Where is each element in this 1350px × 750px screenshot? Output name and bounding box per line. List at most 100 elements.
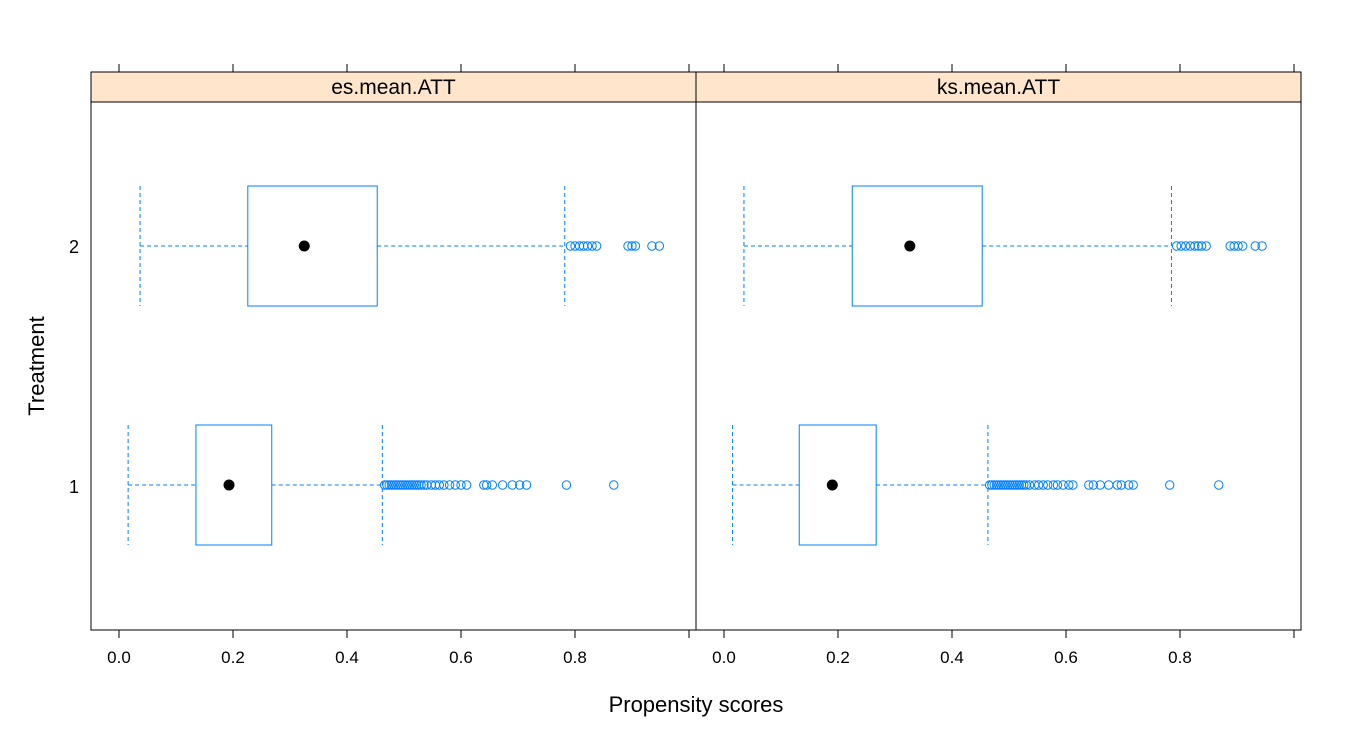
outlier-point xyxy=(389,480,399,490)
outlier-point xyxy=(1088,480,1099,490)
median-dot xyxy=(826,479,838,491)
outlier-point xyxy=(561,480,572,490)
outlier-point xyxy=(409,480,419,490)
x-tick-label: 0.8 xyxy=(563,648,587,667)
outlier-point xyxy=(1068,480,1078,490)
outlier-point xyxy=(384,480,394,490)
outlier-point xyxy=(1024,480,1035,490)
x-axis-label: Propensity scores xyxy=(609,692,784,717)
x-tick-label: 0.2 xyxy=(826,648,850,667)
outlier-point xyxy=(1181,241,1191,251)
box-category-1 xyxy=(732,424,1224,546)
x-tick-label: 0.0 xyxy=(712,648,736,667)
outlier-point xyxy=(987,480,997,490)
outlier-point xyxy=(1233,241,1243,251)
outlier-point xyxy=(434,480,445,490)
outlier-point xyxy=(1038,480,1048,490)
panel-title: es.mean.ATT xyxy=(331,76,456,99)
outlier-point xyxy=(989,480,999,490)
outlier-point xyxy=(587,241,597,251)
outlier-point xyxy=(395,480,406,490)
y-axis-tick-label-2: 2 xyxy=(69,237,79,257)
outlier-point xyxy=(386,480,397,490)
outlier-point xyxy=(994,480,1004,490)
outlier-point xyxy=(1014,480,1024,490)
outlier-point xyxy=(1116,480,1126,490)
outlier-point xyxy=(521,480,532,490)
outlier-point xyxy=(1010,480,1020,490)
box-category-2 xyxy=(139,185,665,307)
panel-frame xyxy=(90,101,697,631)
panel-2: ks.mean.ATT 0.0 0.2 0.4 0.6 0.8 xyxy=(695,64,1302,667)
outlier-point xyxy=(444,480,455,490)
outlier-point xyxy=(1019,480,1029,490)
box-iqr xyxy=(195,424,273,546)
panels-layer: es.mean.ATT 0.0 0.2 0.4 0.6 0.8 ks.mean.ATT 0.0… xyxy=(90,64,1302,667)
outlier-point xyxy=(1012,480,1022,490)
outlier-point xyxy=(984,480,995,490)
outlier-point xyxy=(1043,480,1053,490)
outlier-point xyxy=(398,480,408,490)
outlier-point xyxy=(411,480,422,490)
outlier-point xyxy=(654,241,665,251)
outlier-point xyxy=(402,480,413,490)
x-tick-label: 0.4 xyxy=(940,648,964,667)
outlier-point xyxy=(407,480,417,490)
outlier-point xyxy=(419,480,429,490)
outlier-point xyxy=(1005,480,1015,490)
outlier-point xyxy=(1007,480,1018,490)
outlier-point xyxy=(507,480,517,490)
outlier-point xyxy=(391,480,401,490)
box-iqr xyxy=(851,185,983,307)
x-tick-label: 0.4 xyxy=(335,648,359,667)
outlier-point xyxy=(1128,480,1138,490)
outlier-point xyxy=(497,480,508,490)
panel-strip xyxy=(695,71,1302,103)
box-iqr xyxy=(798,424,877,546)
outlier-point xyxy=(382,480,392,490)
median-dot xyxy=(298,240,310,252)
outlier-point xyxy=(1104,480,1114,490)
outlier-point xyxy=(609,480,619,490)
x-tick-label: 0.6 xyxy=(1054,648,1078,667)
outlier-point xyxy=(591,241,602,251)
outlier-point xyxy=(1196,241,1207,251)
x-tick-label: 0.2 xyxy=(221,648,245,667)
outlier-point xyxy=(991,480,1002,490)
outlier-point xyxy=(1112,480,1123,490)
panel-title: ks.mean.ATT xyxy=(937,76,1060,99)
outlier-point xyxy=(1052,480,1063,490)
median-dot xyxy=(904,240,916,252)
outlier-point xyxy=(416,480,426,490)
outlier-point xyxy=(1250,241,1260,251)
outlier-point xyxy=(456,480,466,490)
outlier-point xyxy=(647,241,657,251)
outlier-point xyxy=(1000,480,1011,490)
outlier-point xyxy=(481,480,492,490)
outlier-point xyxy=(487,480,498,490)
outlier-point xyxy=(565,241,576,251)
box-iqr xyxy=(247,185,378,307)
outlier-point xyxy=(400,480,410,490)
outlier-point xyxy=(1257,241,1267,251)
median-dot xyxy=(223,479,235,491)
panel-strip xyxy=(90,71,697,103)
outlier-point xyxy=(462,480,472,490)
outlier-point xyxy=(1238,241,1248,251)
outlier-point xyxy=(379,480,390,490)
outlier-point xyxy=(393,480,403,490)
outlier-point xyxy=(998,480,1008,490)
outlier-point xyxy=(1084,480,1094,490)
outlier-point xyxy=(1165,480,1175,490)
panel-1: es.mean.ATT 0.0 0.2 0.4 0.6 0.8 xyxy=(90,64,697,667)
x-tick-label: 0.8 xyxy=(1168,648,1192,667)
outlier-point xyxy=(1064,480,1074,490)
panel-frame xyxy=(695,101,1302,631)
outlier-point xyxy=(450,480,460,490)
outlier-point xyxy=(582,241,593,251)
outlier-point xyxy=(1201,241,1211,251)
x-tick-label: 0.6 xyxy=(449,648,473,667)
outlier-point xyxy=(630,241,641,251)
outlier-point xyxy=(1124,480,1134,490)
